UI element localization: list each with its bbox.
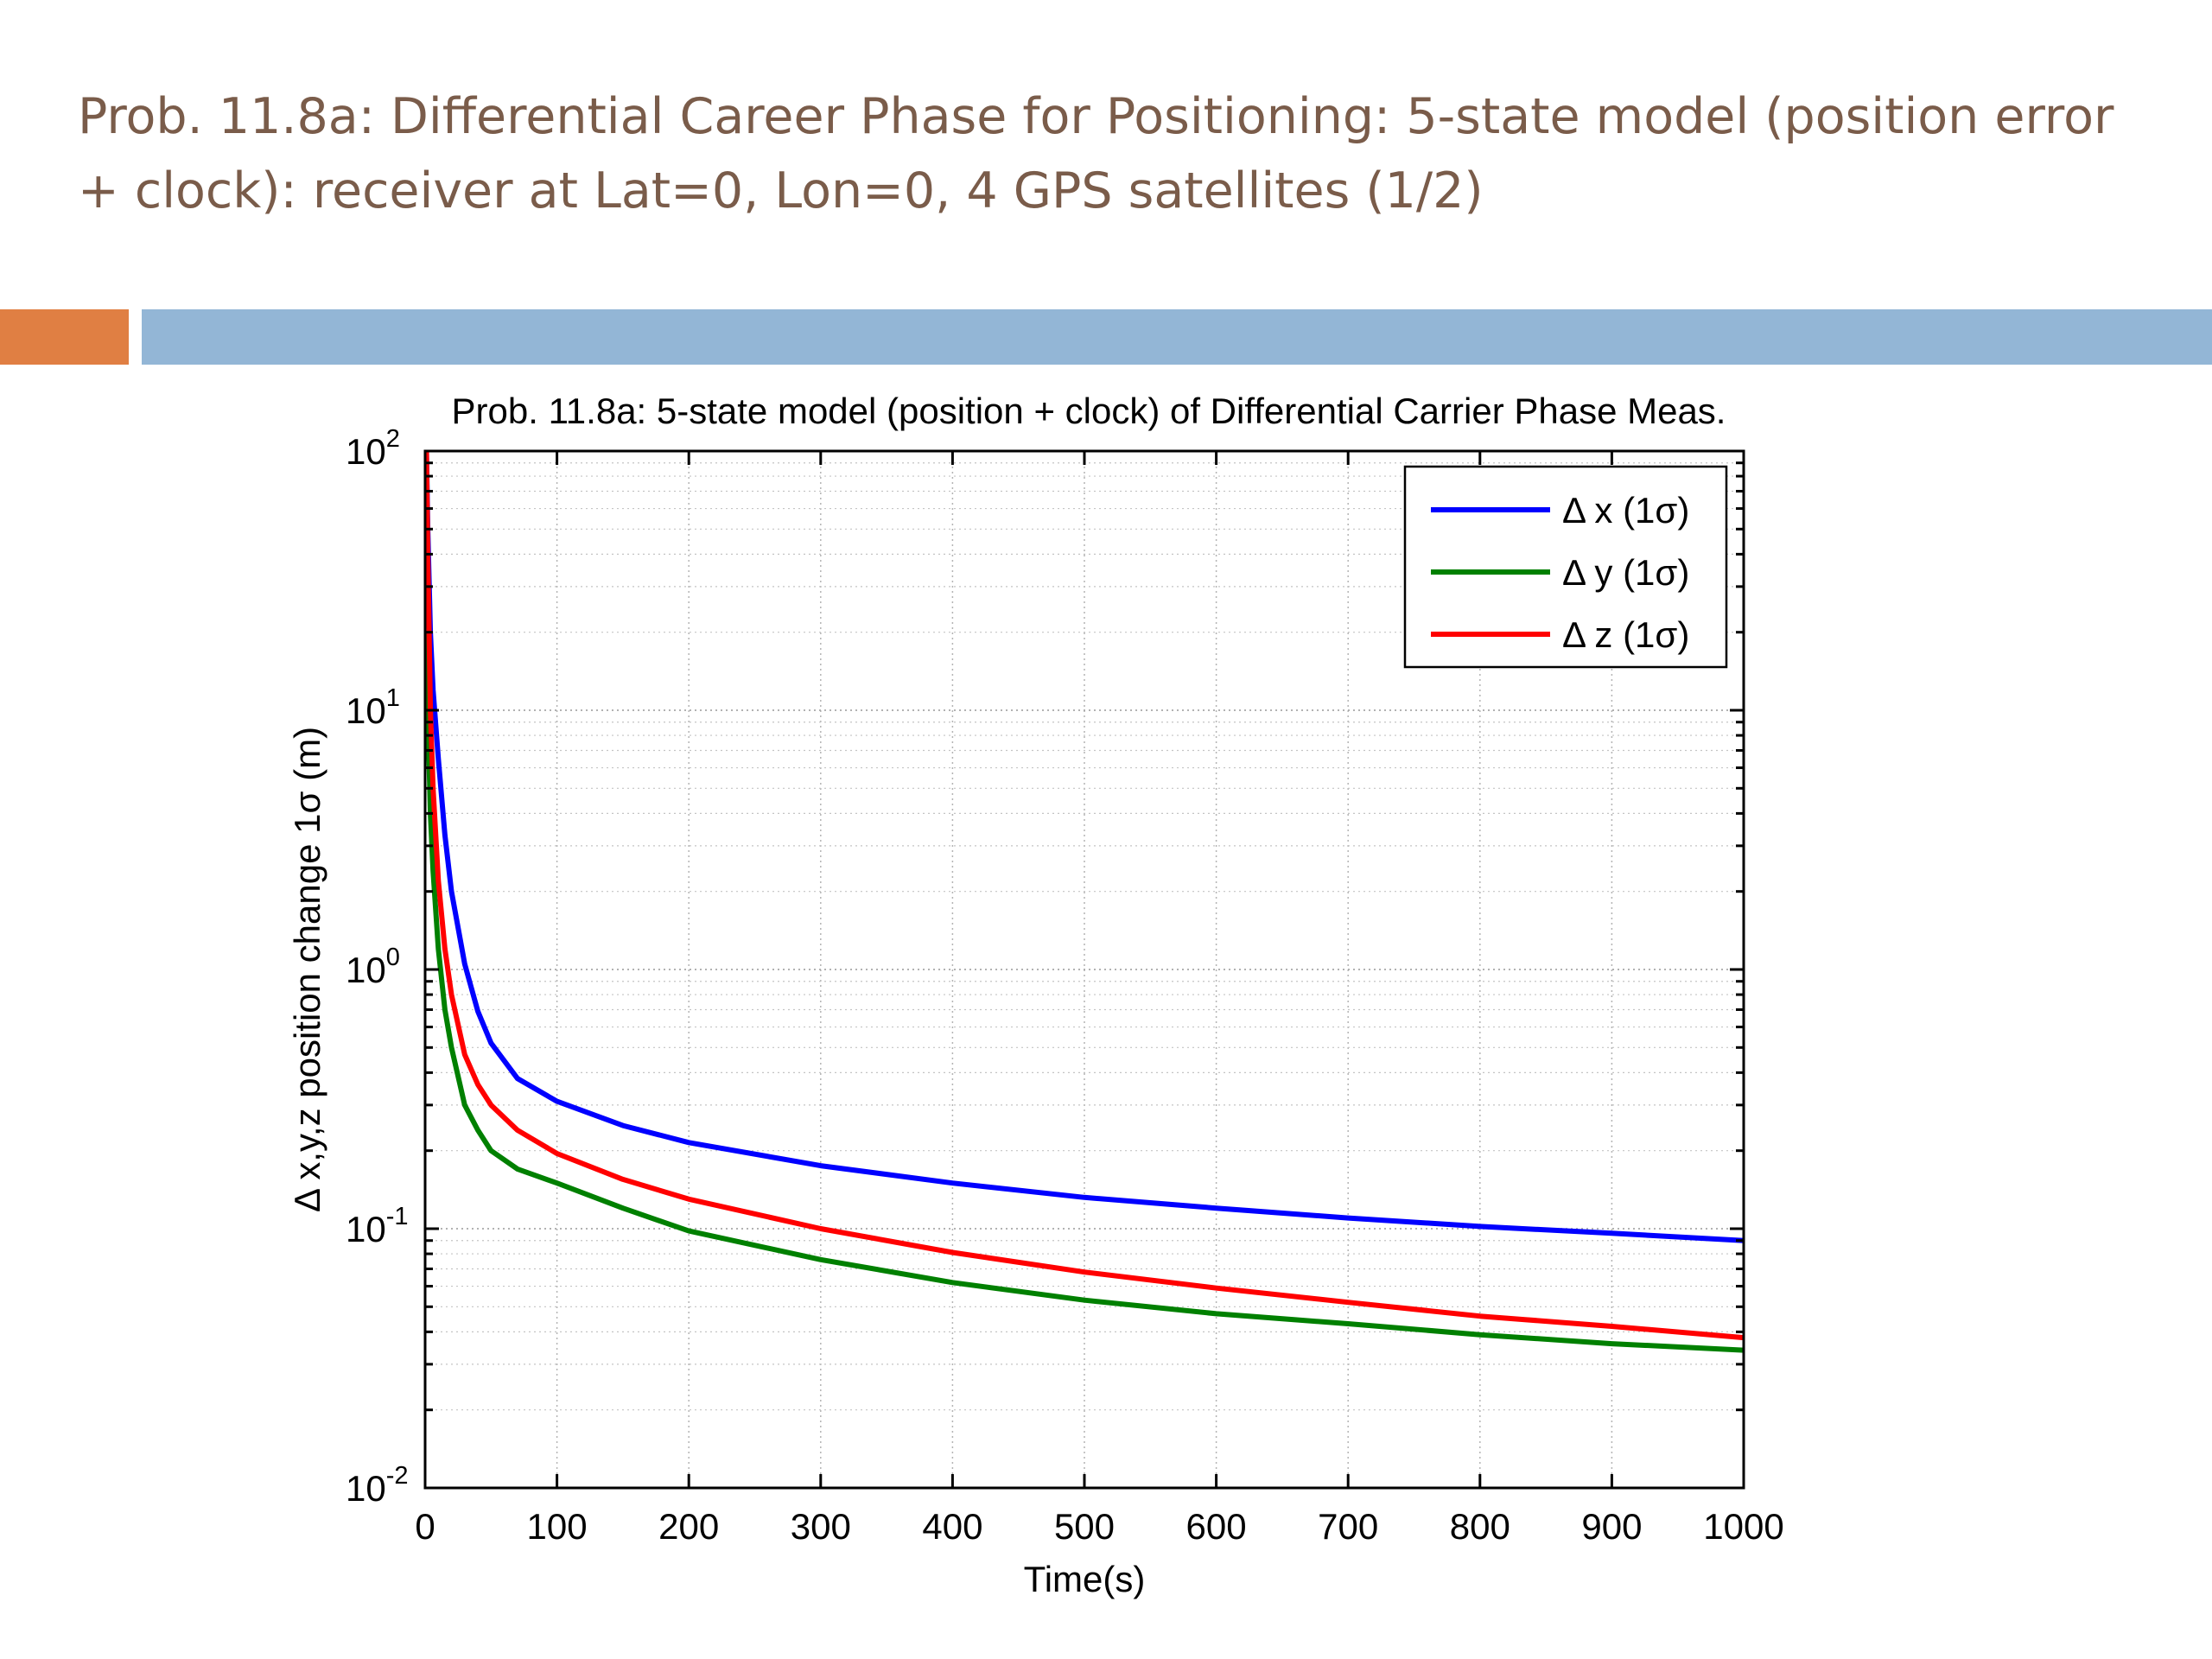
- x-tick-label: 400: [922, 1506, 982, 1547]
- x-tick-label: 1000: [1703, 1506, 1783, 1547]
- chart-title: Prob. 11.8a: 5-state model (position + c…: [452, 391, 1726, 431]
- header-bar: [142, 309, 2212, 365]
- chart: 0 100 200 300 400 500 600 700 800 900 1000 10-2 10-1…: [287, 391, 1784, 1599]
- series-layer: [423, 450, 1745, 1353]
- slide-title: Prob. 11.8a: Differential Career Phase f…: [78, 79, 2169, 228]
- x-tick-label: 0: [415, 1506, 435, 1547]
- y-tick-label: 102: [346, 425, 400, 472]
- accent-bar: [0, 309, 129, 365]
- slide-title-line-1: Prob. 11.8a: Differential Career Phase f…: [78, 88, 2114, 145]
- x-axis-label: Time(s): [1024, 1559, 1146, 1599]
- x-tick-label: 600: [1186, 1506, 1247, 1547]
- y-tick-label: 10-1: [346, 1203, 409, 1249]
- x-tick-label: 700: [1318, 1506, 1378, 1547]
- x-tick-label: 800: [1450, 1506, 1510, 1547]
- legend: Δ x (1σ) Δ y (1σ) Δ z (1σ): [1403, 465, 1728, 669]
- y-tick-label: 101: [346, 684, 400, 731]
- x-tick-label: 100: [527, 1506, 588, 1547]
- x-tick-label: 900: [1581, 1506, 1642, 1547]
- series-line-2: [423, 632, 1745, 1353]
- y-tick-label: 100: [346, 944, 400, 990]
- x-tick-label: 300: [791, 1506, 851, 1547]
- x-tick-label: 500: [1054, 1506, 1115, 1547]
- series-line-1: [423, 450, 1745, 1243]
- legend-label-3: Δ z (1σ): [1562, 614, 1689, 655]
- y-tick-label: 10-2: [346, 1462, 409, 1509]
- legend-label-2: Δ y (1σ): [1562, 552, 1689, 593]
- axes: 0 100 200 300 400 500 600 700 800 900 1000 10-2 10-1…: [346, 425, 1784, 1547]
- series-line-3: [423, 450, 1745, 1341]
- slide-title-line-2: + clock): receiver at Lat=0, Lon=0, 4 GP…: [78, 162, 1484, 219]
- x-tick-label: 200: [658, 1506, 719, 1547]
- y-axis-label: Δ x,y,z position change 1σ (m): [287, 727, 327, 1212]
- legend-label-1: Δ x (1σ): [1562, 490, 1689, 531]
